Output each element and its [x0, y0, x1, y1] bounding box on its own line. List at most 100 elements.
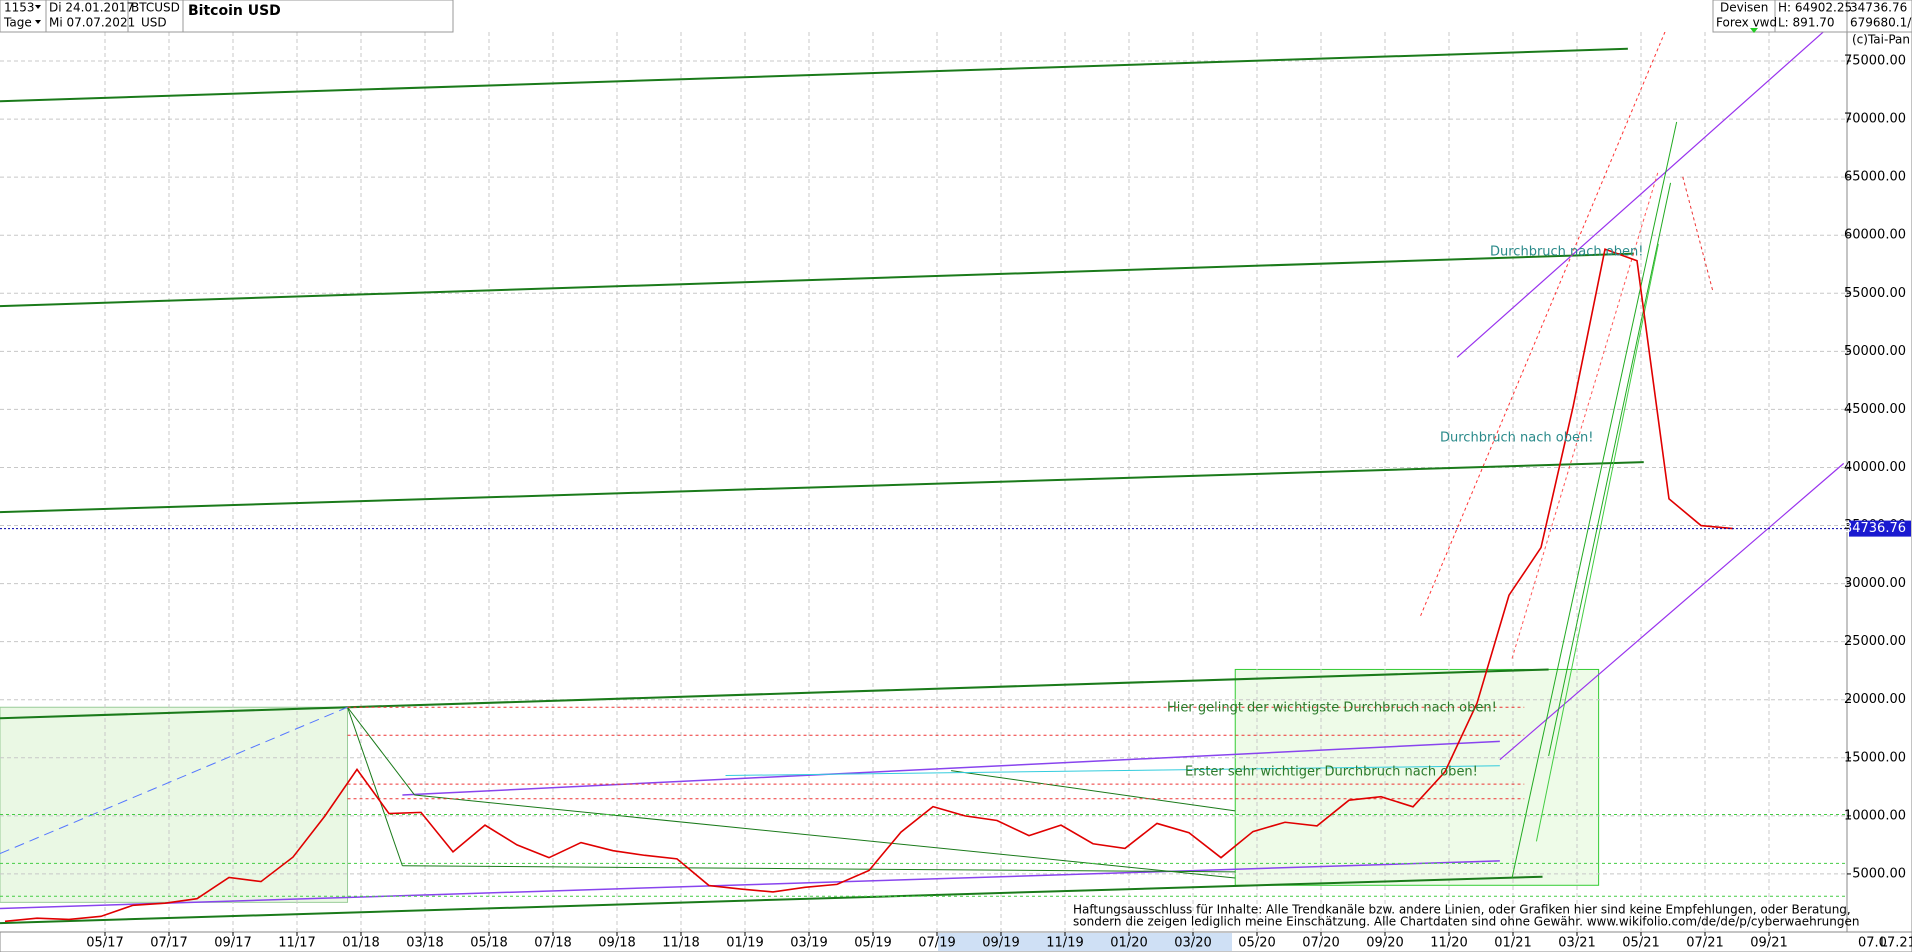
- y-tick-label: 50000.00: [1844, 344, 1906, 359]
- y-tick-label: 40000.00: [1844, 460, 1906, 475]
- x-tick-label: 03/21: [1558, 936, 1595, 951]
- x-tick-label: 07/21: [1686, 936, 1723, 951]
- disclaimer: sondern die zeigen lediglich meine Einsc…: [1073, 915, 1859, 929]
- disclaimer: Haftungsausschluss für Inhalte: Alle Tre…: [1073, 903, 1851, 917]
- purple-line: [0, 860, 1500, 910]
- header-text: 34736.76: [1850, 1, 1907, 15]
- x-mode-label: L: [1880, 936, 1888, 951]
- y-tick-label: 60000.00: [1844, 228, 1906, 243]
- purple-line: [1456, 26, 1830, 358]
- x-tick-label: 03/19: [790, 936, 827, 951]
- header-text: 679680.1/: [1850, 16, 1912, 30]
- x-tick-label: 07/19: [918, 936, 955, 951]
- shade-left: [0, 706, 349, 903]
- x-tick-label: 03/20: [1174, 936, 1211, 951]
- y-tick-label: 55000.00: [1844, 286, 1906, 301]
- dropdown-arrow[interactable]: [35, 5, 41, 24]
- chart-title: Bitcoin USD: [188, 3, 281, 19]
- channel-line: [0, 668, 1549, 720]
- annotation: Hier gelingt der wichtigste Durchbruch n…: [1167, 701, 1497, 716]
- y-tick-label: 45000.00: [1844, 402, 1906, 417]
- x-tick-label: 09/17: [214, 936, 251, 951]
- price-line: [4, 248, 1734, 923]
- x-axis-highlight: [938, 933, 1232, 951]
- layout: [0, 31, 1912, 952]
- x-tick-label: 05/20: [1238, 936, 1275, 951]
- header-cell: [182, 0, 454, 33]
- x-tick-label: 05/18: [470, 936, 507, 951]
- x-tick-label: 11/19: [1046, 936, 1083, 951]
- cyan-line: [725, 765, 1500, 777]
- x-tick-label: 05/21: [1622, 936, 1659, 951]
- x-end-label: 07.07.21: [1858, 936, 1912, 951]
- header-text: H: 64902.25: [1778, 1, 1852, 15]
- channel-line: [0, 47, 1628, 103]
- green-line: [1535, 243, 1659, 842]
- purple-line: [402, 740, 1500, 796]
- axis-panel: [1846, 31, 1912, 933]
- x-tick-label: 01/18: [342, 936, 379, 951]
- annotation: Erster sehr wichtiger Durchbruch nach ob…: [1185, 765, 1478, 780]
- x-tick-label: 11/17: [278, 936, 315, 951]
- y-tick-label: 75000.00: [1844, 54, 1906, 69]
- channel-line: [0, 461, 1644, 514]
- header-text: Devisen: [1720, 1, 1768, 15]
- header-text: Forex vwd: [1716, 16, 1777, 30]
- green-line: [1548, 182, 1672, 757]
- channel-line: [0, 252, 1635, 308]
- y-tick-label: 10000.00: [1844, 808, 1906, 823]
- purple-line: [1499, 462, 1845, 761]
- green-line: [951, 770, 1236, 812]
- x-tick-label: 07/18: [534, 936, 571, 951]
- red-dotted-line: [1420, 24, 1669, 616]
- red-dotted-line: [1511, 170, 1659, 659]
- x-tick-label: 07/20: [1302, 936, 1339, 951]
- header-cell: [1846, 0, 1912, 33]
- shade-box: [1234, 668, 1600, 886]
- axis: 5000.00 10000.00 15000.00 20000.00 25000.00 3…: [86, 54, 1912, 951]
- last-price-box: [1849, 520, 1911, 537]
- header-text: L: 891.70: [1778, 16, 1835, 30]
- annotation: Durchbruch nach oben!: [1440, 431, 1593, 446]
- x-tick-label: 07/17: [150, 936, 187, 951]
- y-tick-label: 65000.00: [1844, 170, 1906, 185]
- x-tick-label: 09/18: [598, 936, 635, 951]
- header-text: USD: [141, 16, 167, 30]
- header-bar: [0, 0, 1912, 32]
- header-text: 1153: [4, 1, 35, 15]
- y-tick-label: 25000.00: [1844, 634, 1906, 649]
- x-tick-label: 05/17: [86, 936, 123, 951]
- x-tick-label: 01/20: [1110, 936, 1147, 951]
- last-price-label: 34736.76: [1844, 521, 1906, 536]
- y-tick-label: 15000.00: [1844, 750, 1906, 765]
- y-tick-label: 5000.00: [1852, 866, 1906, 881]
- x-tick-label: 11/20: [1430, 936, 1467, 951]
- channel-line: [0, 875, 1543, 925]
- x-tick-label: 09/21: [1750, 936, 1787, 951]
- green-line: [347, 707, 403, 866]
- x-tick-label: 09/19: [982, 936, 1019, 951]
- y-tick-label: 20000.00: [1844, 692, 1906, 707]
- plot: Durchbruch nach oben! Durchbruch nach obe…: [0, 245, 1859, 929]
- trendlines: [0, 24, 1848, 925]
- green-line: [347, 706, 415, 796]
- marker: [1750, 28, 1758, 33]
- x-tick-label: 09/20: [1366, 936, 1403, 951]
- y-tick-label: 30000.00: [1844, 576, 1906, 591]
- green-line: [402, 865, 1236, 873]
- x-tick-label: 01/19: [726, 936, 763, 951]
- red-dotted-line: [1682, 176, 1714, 293]
- green-line: [414, 794, 1236, 879]
- header-text: Mi 07.07.2021: [49, 16, 135, 30]
- header-text: (c)Tai-Pan: [1852, 33, 1910, 47]
- x-tick-label: 03/18: [406, 936, 443, 951]
- annotation: Durchbruch nach oben!: [1490, 245, 1643, 260]
- x-tick-label: 05/19: [854, 936, 891, 951]
- header-text: BTCUSD: [131, 1, 180, 15]
- x-tick-label: 11/18: [662, 936, 699, 951]
- green-line: [1511, 121, 1678, 879]
- header-text: Tage: [3, 16, 32, 30]
- y-tick-label: 70000.00: [1844, 112, 1906, 127]
